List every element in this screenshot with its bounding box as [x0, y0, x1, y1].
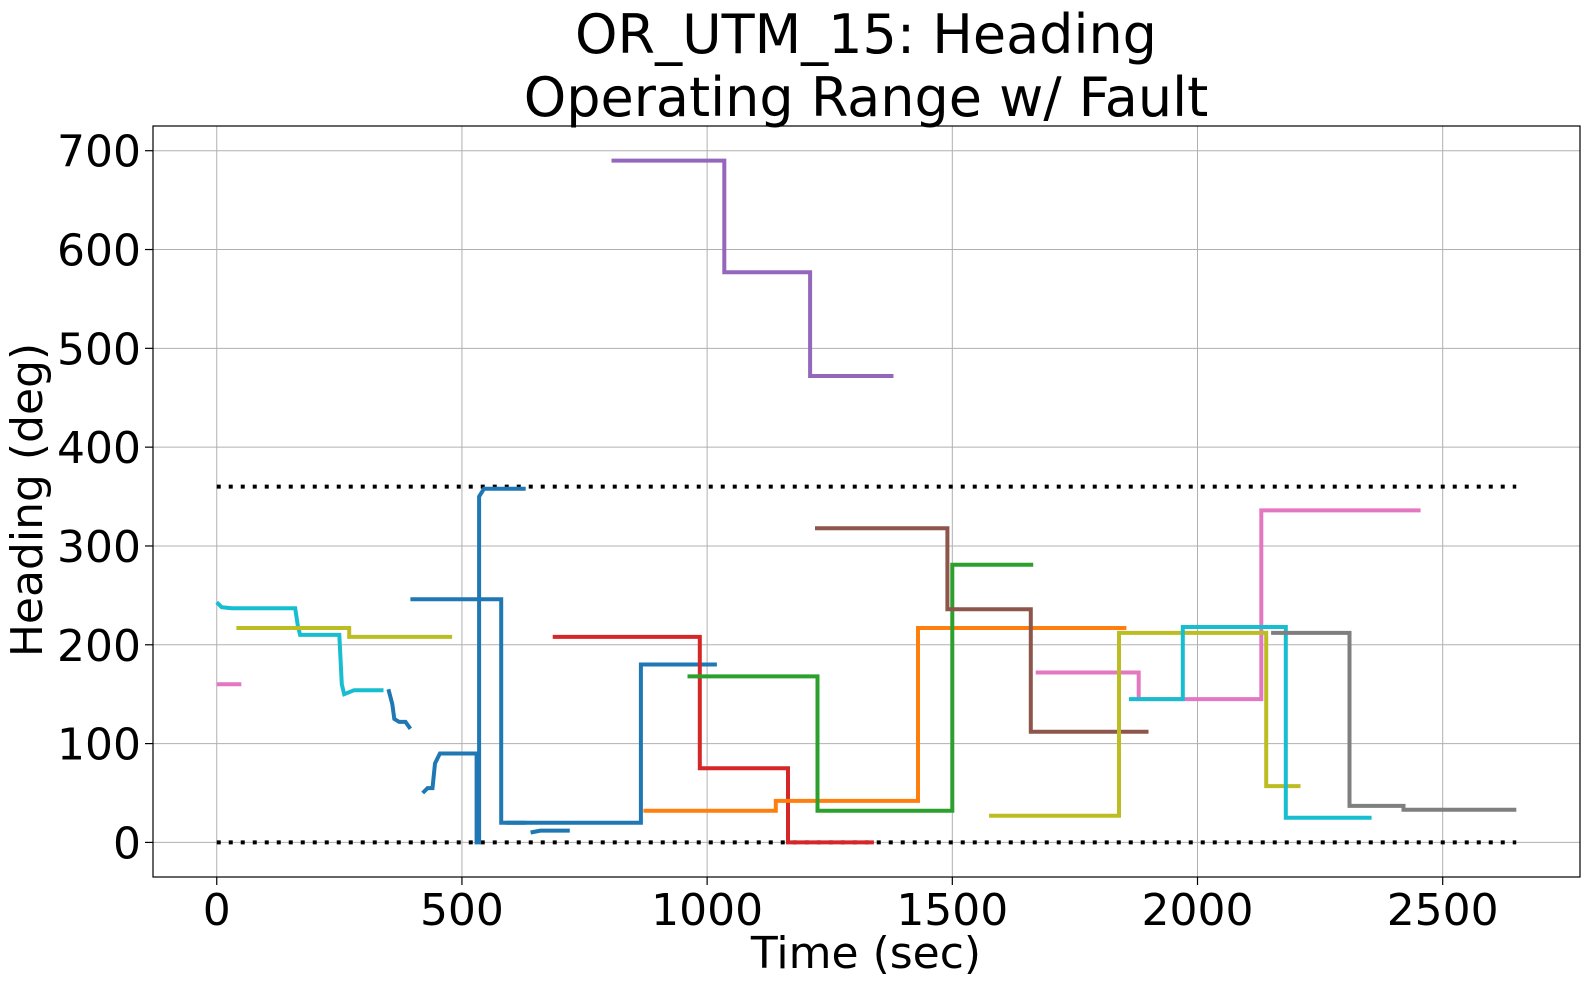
x-tick-label: 500 [420, 885, 504, 936]
y-tick-label: 700 [57, 127, 141, 178]
series-line [611, 158, 894, 378]
x-tick-label: 1500 [896, 885, 1008, 936]
series-line [989, 630, 1301, 818]
y-tick-label: 100 [57, 720, 141, 771]
series-line [1128, 625, 1372, 820]
grid [153, 126, 1580, 877]
y-tick-label: 400 [57, 423, 141, 474]
x-tick-label: 2000 [1142, 885, 1254, 936]
x-tick-label: 1000 [651, 885, 763, 936]
chart-title-line-2: Operating Range w/ Fault [524, 66, 1209, 129]
y-tick-label: 0 [113, 818, 141, 869]
x-axis-label: Time (sec) [750, 928, 981, 979]
series-line [815, 526, 1149, 734]
x-tick-label: 0 [203, 885, 231, 936]
plot-series [215, 158, 1517, 845]
plot-frame [152, 125, 1581, 878]
y-axis-label: Heading (deg) [2, 343, 53, 657]
series-line [215, 600, 384, 697]
series-line [1271, 630, 1517, 812]
y-tick-label: 300 [57, 522, 141, 573]
series-line [236, 626, 453, 639]
y-tick-label: 200 [57, 621, 141, 672]
series-line [421, 486, 526, 845]
series-line [1035, 508, 1421, 702]
chart-title-line-1: OR_UTM_15: Heading [575, 3, 1157, 66]
x-axis-ticks: 0 500 1000 1500 2000 2500 [203, 877, 1499, 936]
y-axis-ticks: 0 100 200 300 400 500 600 700 [57, 127, 153, 869]
y-tick-label: 600 [57, 226, 141, 277]
x-tick-label: 2500 [1387, 885, 1499, 936]
operating-range-limits [216, 484, 1517, 845]
series-line [410, 597, 717, 825]
series-line [386, 688, 413, 730]
series-line [687, 562, 1034, 813]
series-line [552, 634, 874, 845]
series-line [530, 828, 570, 835]
y-tick-label: 500 [57, 324, 141, 375]
series-line [643, 626, 1127, 813]
